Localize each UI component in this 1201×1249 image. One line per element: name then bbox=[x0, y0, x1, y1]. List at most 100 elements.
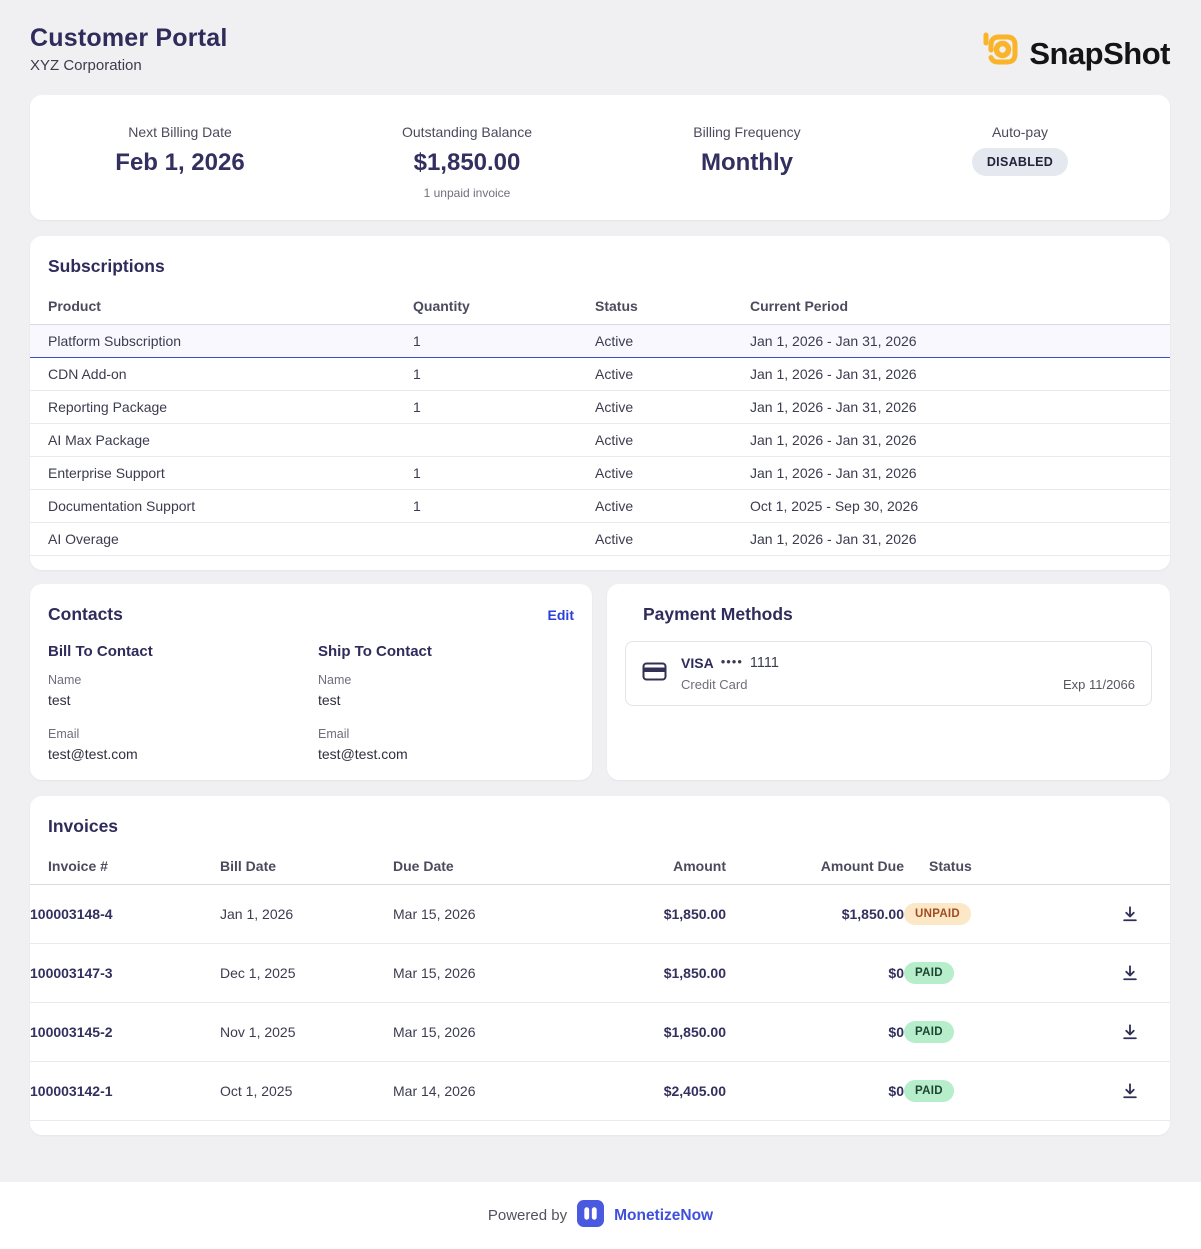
stat-autopay: Auto-pay DISABLED bbox=[880, 124, 1160, 200]
brand-name: SnapShot bbox=[1029, 35, 1170, 71]
status-cell: Active bbox=[595, 324, 750, 358]
download-invoice-button[interactable] bbox=[1116, 959, 1144, 987]
unpaid-invoice-note: 1 unpaid invoice bbox=[423, 186, 511, 200]
company-name: XYZ Corporation bbox=[30, 57, 142, 74]
column-header-status: Status bbox=[904, 850, 1090, 885]
product-cell: Platform Subscription bbox=[30, 324, 413, 358]
subscriptions-card: Subscriptions Product Quantity Status Cu… bbox=[30, 236, 1170, 570]
monetizenow-logo-icon bbox=[577, 1199, 605, 1232]
table-row[interactable]: Reporting Package 1 Active Jan 1, 2026 -… bbox=[30, 390, 1170, 424]
subscriptions-table: Product Quantity Status Current Period P… bbox=[30, 290, 1170, 556]
bill-to-email: test@test.com bbox=[48, 746, 138, 762]
table-row[interactable]: Platform Subscription 1 Active Jan 1, 20… bbox=[30, 324, 1170, 358]
column-header-invoice-number: Invoice # bbox=[30, 850, 220, 885]
invoices-card: Invoices Invoice # Bill Date Due Date Am… bbox=[30, 796, 1170, 1135]
table-row[interactable]: Documentation Support 1 Active Oct 1, 20… bbox=[30, 489, 1170, 523]
table-row: 100003147-3 Dec 1, 2025 Mar 15, 2026 $1,… bbox=[30, 943, 1170, 1003]
table-header-row: Invoice # Bill Date Due Date Amount Amou… bbox=[30, 850, 1170, 885]
card-brand: VISA bbox=[681, 655, 714, 671]
stat-label: Next Billing Date bbox=[128, 124, 232, 140]
ship-to-email: test@test.com bbox=[318, 746, 408, 762]
table-row[interactable]: AI Overage Active Jan 1, 2026 - Jan 31, … bbox=[30, 522, 1170, 556]
bill-date-cell: Oct 1, 2025 bbox=[220, 1061, 393, 1121]
actions-cell bbox=[1090, 1061, 1170, 1121]
product-cell: AI Overage bbox=[30, 522, 413, 556]
stat-value: Monthly bbox=[701, 149, 793, 176]
bill-to-contact: Bill To Contact Name test Email test@tes… bbox=[48, 643, 318, 762]
status-badge: PAID bbox=[904, 962, 954, 984]
period-cell: Jan 1, 2026 - Jan 31, 2026 bbox=[750, 324, 1170, 358]
product-cell: Enterprise Support bbox=[30, 456, 413, 490]
card-type: Credit Card bbox=[681, 677, 748, 692]
invoice-number-cell: 100003142-1 bbox=[30, 1061, 220, 1121]
status-cell: Active bbox=[595, 390, 750, 424]
download-invoice-button[interactable] bbox=[1116, 1077, 1144, 1105]
table-row: 100003148-4 Jan 1, 2026 Mar 15, 2026 $1,… bbox=[30, 884, 1170, 944]
stat-next-billing-date: Next Billing Date Feb 1, 2026 bbox=[40, 124, 320, 200]
table-row: 100003142-1 Oct 1, 2025 Mar 14, 2026 $2,… bbox=[30, 1061, 1170, 1121]
amount-cell: $1,850.00 bbox=[563, 1002, 726, 1062]
header-titles: Customer Portal XYZ Corporation bbox=[30, 24, 227, 74]
email-label: Email bbox=[318, 727, 350, 741]
product-cell: CDN Add-on bbox=[30, 357, 413, 391]
amount-due-cell: $0 bbox=[726, 1061, 904, 1121]
download-invoice-button[interactable] bbox=[1116, 900, 1144, 928]
column-header-amount: Amount bbox=[563, 850, 726, 885]
card-expiry: Exp 11/2066 bbox=[1062, 677, 1135, 692]
amount-cell: $1,850.00 bbox=[563, 884, 726, 944]
status-cell: Active bbox=[595, 423, 750, 457]
status-badge: PAID bbox=[904, 1021, 954, 1043]
table-row: 100003145-2 Nov 1, 2025 Mar 15, 2026 $1,… bbox=[30, 1002, 1170, 1062]
powered-by-label: Powered by bbox=[487, 1207, 568, 1224]
due-date-cell: Mar 15, 2026 bbox=[393, 884, 563, 944]
stat-label: Outstanding Balance bbox=[402, 124, 532, 140]
column-header-amount-due: Amount Due bbox=[726, 850, 904, 885]
bill-date-cell: Jan 1, 2026 bbox=[220, 884, 393, 944]
quantity-cell: 1 bbox=[413, 456, 595, 490]
stat-value: $1,850.00 bbox=[413, 149, 521, 176]
quantity-cell bbox=[413, 423, 595, 457]
page-footer: Powered by MonetizeNow bbox=[0, 1182, 1201, 1249]
quantity-cell: 1 bbox=[413, 324, 595, 358]
actions-cell bbox=[1090, 943, 1170, 1003]
product-cell: AI Max Package bbox=[30, 423, 413, 457]
stat-outstanding-balance: Outstanding Balance $1,850.00 1 unpaid i… bbox=[320, 124, 614, 200]
billing-summary-card: Next Billing Date Feb 1, 2026 Outstandin… bbox=[30, 95, 1170, 220]
status-cell: Active bbox=[595, 357, 750, 391]
bill-to-heading: Bill To Contact bbox=[48, 643, 153, 660]
status-cell: PAID bbox=[904, 943, 1090, 1003]
edit-contacts-button[interactable]: Edit bbox=[547, 606, 574, 623]
actions-cell bbox=[1090, 1002, 1170, 1062]
column-header-quantity: Quantity bbox=[413, 290, 595, 325]
status-cell: PAID bbox=[904, 1061, 1090, 1121]
snapshot-camera-icon bbox=[981, 30, 1021, 77]
invoices-table: Invoice # Bill Date Due Date Amount Amou… bbox=[30, 850, 1170, 1121]
column-header-actions bbox=[1090, 850, 1170, 885]
table-row[interactable]: CDN Add-on 1 Active Jan 1, 2026 - Jan 31… bbox=[30, 357, 1170, 391]
status-cell: Active bbox=[595, 522, 750, 556]
name-label: Name bbox=[48, 673, 82, 687]
invoice-number-cell: 100003148-4 bbox=[30, 884, 220, 944]
brand-logo: SnapShot bbox=[981, 30, 1170, 77]
amount-cell: $2,405.00 bbox=[563, 1061, 726, 1121]
table-row[interactable]: Enterprise Support 1 Active Jan 1, 2026 … bbox=[30, 456, 1170, 490]
credit-card-icon bbox=[642, 661, 667, 687]
product-cell: Documentation Support bbox=[30, 489, 413, 523]
status-cell: UNPAID bbox=[904, 884, 1090, 944]
amount-due-cell: $0 bbox=[726, 943, 904, 1003]
stat-billing-frequency: Billing Frequency Monthly bbox=[614, 124, 880, 200]
quantity-cell: 1 bbox=[413, 390, 595, 424]
column-header-bill-date: Bill Date bbox=[220, 850, 393, 885]
monetizenow-brand-name[interactable]: MonetizeNow bbox=[614, 1206, 714, 1224]
period-cell: Jan 1, 2026 - Jan 31, 2026 bbox=[750, 456, 1170, 490]
period-cell: Jan 1, 2026 - Jan 31, 2026 bbox=[750, 522, 1170, 556]
download-icon bbox=[1123, 1024, 1137, 1040]
column-header-status: Status bbox=[595, 290, 750, 325]
ship-to-heading: Ship To Contact bbox=[318, 643, 432, 660]
card-last4: 1111 bbox=[749, 655, 779, 671]
invoice-number-cell: 100003147-3 bbox=[30, 943, 220, 1003]
contacts-title: Contacts bbox=[48, 604, 123, 624]
table-row[interactable]: AI Max Package Active Jan 1, 2026 - Jan … bbox=[30, 423, 1170, 457]
download-invoice-button[interactable] bbox=[1116, 1018, 1144, 1046]
bill-date-cell: Nov 1, 2025 bbox=[220, 1002, 393, 1062]
